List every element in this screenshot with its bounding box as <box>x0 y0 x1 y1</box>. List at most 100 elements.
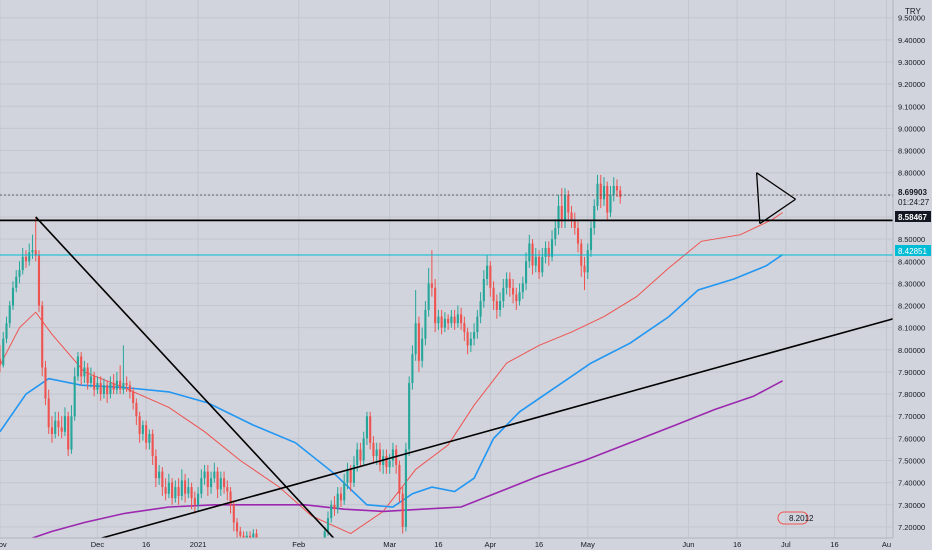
candle-body <box>512 287 515 295</box>
candle-body <box>336 493 339 510</box>
candle-body <box>375 449 378 457</box>
candle-body <box>50 427 54 434</box>
cyan-level-label: 8.42851 <box>898 247 927 256</box>
y-tick-label: 8.10000 <box>898 324 925 333</box>
candle-body <box>576 228 580 244</box>
price-badges: 8.69903 01:24:27 8.58467 8.42851 <box>895 186 931 256</box>
candle-body <box>8 305 11 324</box>
candle-body <box>619 190 622 198</box>
candle-body <box>171 482 174 499</box>
y-tick-label: 7.60000 <box>898 434 925 443</box>
candle-body <box>219 478 222 490</box>
candle-body <box>115 380 118 390</box>
candle-body <box>76 356 79 377</box>
candle-body <box>135 402 138 417</box>
horizontal-levels[interactable] <box>0 194 893 256</box>
candle-body <box>450 316 453 324</box>
candle-body <box>609 194 612 213</box>
candle-body <box>86 367 89 384</box>
candle-body <box>223 478 226 488</box>
candle-body <box>89 376 92 384</box>
candle-body <box>411 354 414 384</box>
candle-body <box>15 276 18 288</box>
candle-body <box>177 487 180 496</box>
candle-body <box>2 338 5 366</box>
candle-body <box>57 420 60 428</box>
y-tick-label: 7.90000 <box>898 368 925 377</box>
candle-body <box>226 487 229 492</box>
candle-body <box>372 442 375 457</box>
candle-body <box>460 314 463 324</box>
y-tick-label: 8.00000 <box>898 346 925 355</box>
candle-body <box>443 318 446 328</box>
candle-body <box>518 292 521 302</box>
candle-body <box>44 367 47 399</box>
x-tick-label: 16 <box>142 540 150 549</box>
candle-body <box>102 385 105 395</box>
candle-body <box>31 250 34 253</box>
candle-body <box>615 185 619 191</box>
candle-body <box>505 278 508 288</box>
y-tick-label: 8.40000 <box>898 257 925 266</box>
candle-body <box>154 456 157 479</box>
y-tick-label: 8.80000 <box>898 169 925 178</box>
candle-body <box>486 265 489 279</box>
candle-body <box>167 482 170 494</box>
time-axis[interactable]: Nov Dec 16 2021 Feb Mar 16 Apr 16 May Jun 16 Jul 16 Au <box>0 537 932 550</box>
candle-body <box>255 533 258 538</box>
candle-body <box>365 416 368 439</box>
candle-body <box>343 482 346 501</box>
watermark-text: 8.2012 <box>789 514 814 523</box>
candle-body <box>206 471 209 488</box>
candle-body <box>67 416 70 450</box>
candle-body <box>570 212 573 222</box>
candle-body <box>245 535 248 538</box>
candle-body <box>563 194 567 222</box>
candle-body <box>184 480 187 494</box>
candle-body <box>447 318 450 324</box>
candle-body <box>70 416 73 450</box>
candle-body <box>369 416 372 443</box>
trendlines[interactable] <box>35 172 894 546</box>
candle-body <box>145 425 148 443</box>
grid <box>0 0 893 538</box>
candles <box>0 174 622 538</box>
trendline-descending <box>35 216 339 543</box>
candle-body <box>521 283 524 293</box>
candle-body <box>180 480 183 496</box>
candle-body <box>151 433 154 457</box>
candle-body <box>349 469 352 483</box>
candle-body <box>593 205 596 229</box>
candle-body <box>606 185 609 213</box>
y-tick-label: 8.90000 <box>898 147 925 156</box>
candle-body <box>473 332 476 339</box>
candle-body <box>430 283 433 288</box>
candle-body <box>93 376 96 390</box>
candle-body <box>235 522 239 532</box>
x-tick-label: Apr <box>485 540 497 549</box>
candle-body <box>602 185 606 200</box>
watermark-logo: 8.2012 <box>777 511 814 525</box>
candle-body <box>356 449 359 465</box>
candle-body <box>73 376 76 417</box>
candle-body <box>122 383 125 390</box>
candle-body <box>453 316 456 324</box>
candle-body <box>200 478 203 494</box>
candle-body <box>128 385 131 392</box>
candle-body <box>515 294 518 302</box>
candle-body <box>424 309 427 339</box>
candle-body <box>132 391 135 403</box>
candle-body <box>54 420 57 434</box>
price-axis[interactable]: TRY 9.50000 9.40000 9.30000 9.20000 9.10000 9… <box>892 0 932 538</box>
candle-body <box>525 261 528 284</box>
resistance-label: 8.58467 <box>898 213 927 222</box>
candle-body <box>414 323 417 355</box>
x-tick-label: Jun <box>682 540 694 549</box>
x-tick-label: 16 <box>830 540 838 549</box>
y-tick-label: 7.40000 <box>898 479 925 488</box>
candle-body <box>141 425 144 434</box>
candle-body <box>456 314 459 324</box>
trendline-triangle-left <box>755 172 761 224</box>
